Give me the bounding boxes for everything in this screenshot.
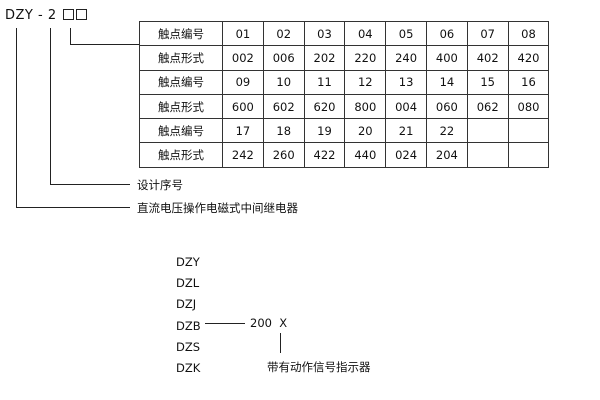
table-cell: 006 — [262, 45, 305, 71]
row-label: 触点形式 — [139, 142, 223, 168]
table-cell: 17 — [222, 118, 264, 144]
table-cell: 024 — [385, 142, 427, 168]
table-cell: 060 — [425, 93, 468, 120]
table-cell: 04 — [344, 20, 387, 47]
table-cell: 08 — [507, 20, 550, 47]
table-cell: 02 — [262, 20, 305, 47]
table-cell: 004 — [385, 93, 427, 120]
table-cell: 400 — [425, 45, 468, 71]
table-cell — [466, 118, 509, 144]
placeholder-box — [76, 9, 88, 20]
variant-code: DZK — [176, 361, 201, 375]
row-label: 触点编号 — [139, 20, 223, 47]
table-cell: 12 — [344, 69, 387, 95]
table-row: 触点形式 600 602 620 800 004 060 062 080 — [139, 93, 550, 120]
table-cell: 602 — [262, 93, 305, 120]
table-cell: 440 — [344, 142, 387, 168]
contact-table: 触点编号 01 02 03 04 05 06 07 08 触点形式 002 006 202 220 240 4… — [139, 20, 550, 168]
table-cell: 13 — [385, 69, 427, 95]
variant-code: DZB — [176, 318, 201, 333]
table-cell: 18 — [262, 118, 305, 144]
connector-line — [16, 28, 17, 208]
table-cell: 14 — [425, 69, 468, 95]
table-cell: 080 — [507, 93, 550, 120]
table-row: 触点形式 002 006 202 220 240 400 402 420 — [139, 45, 550, 71]
table-cell: 402 — [466, 45, 509, 71]
table-cell — [507, 118, 550, 144]
table-row: 触点形式 242 260 422 440 024 204 — [139, 142, 550, 168]
table-cell: 03 — [303, 20, 346, 47]
table-cell: 002 — [222, 45, 264, 71]
placeholder-box — [63, 9, 75, 20]
connector-line — [16, 207, 130, 208]
variant-code: DZL — [176, 276, 200, 291]
variant-code: DZJ — [176, 297, 197, 312]
connector-line — [205, 323, 245, 324]
row-label: 触点编号 — [139, 118, 223, 144]
table-cell: 21 — [385, 118, 427, 144]
suffix-description: 带有动作信号指示器 — [267, 360, 371, 374]
table-cell: 062 — [466, 93, 509, 120]
row-label: 触点编号 — [139, 69, 223, 95]
row-label: 触点形式 — [139, 93, 223, 120]
model-code: DZY - 2 — [5, 8, 88, 23]
table-cell: 10 — [262, 69, 305, 95]
table-cell: 420 — [507, 45, 550, 71]
table-cell: 600 — [222, 93, 264, 120]
table-cell — [466, 142, 509, 168]
table-cell: 202 — [303, 45, 346, 71]
table-cell: 11 — [303, 69, 346, 95]
connector-line — [70, 28, 71, 45]
table-cell: 16 — [507, 69, 550, 95]
connector-line — [50, 184, 130, 185]
table-cell: 220 — [344, 45, 387, 71]
variant-code: DZS — [176, 339, 201, 354]
table-cell: 09 — [222, 69, 264, 95]
table-cell: 204 — [425, 142, 468, 168]
table-cell: 800 — [344, 93, 387, 120]
relay-type-label: 直流电压操作电磁式中间继电器 — [137, 201, 298, 215]
row-label: 触点形式 — [139, 45, 223, 71]
table-cell: 07 — [466, 20, 509, 47]
table-cell: 22 — [425, 118, 468, 144]
table-cell: 06 — [425, 20, 468, 47]
table-cell: 19 — [303, 118, 346, 144]
connector-line — [280, 333, 281, 353]
variant-code: DZY — [176, 255, 200, 269]
suffix-code: 200 X — [250, 316, 288, 330]
table-cell — [507, 142, 550, 168]
table-cell: 240 — [385, 45, 427, 71]
connector-line — [70, 44, 139, 45]
table-cell: 01 — [222, 20, 264, 47]
table-cell: 15 — [466, 69, 509, 95]
table-cell: 20 — [344, 118, 387, 144]
table-cell: 422 — [303, 142, 346, 168]
table-cell: 242 — [222, 142, 264, 168]
table-row: 触点编号 01 02 03 04 05 06 07 08 — [139, 20, 550, 47]
model-prefix: DZY - 2 — [5, 8, 57, 23]
connector-line — [50, 28, 51, 185]
table-cell: 260 — [262, 142, 305, 168]
table-cell: 05 — [385, 20, 427, 47]
table-row: 触点编号 17 18 19 20 21 22 — [139, 118, 550, 144]
design-number-label: 设计序号 — [137, 178, 183, 192]
table-row: 触点编号 09 10 11 12 13 14 15 16 — [139, 69, 550, 95]
table-cell: 620 — [303, 93, 346, 120]
